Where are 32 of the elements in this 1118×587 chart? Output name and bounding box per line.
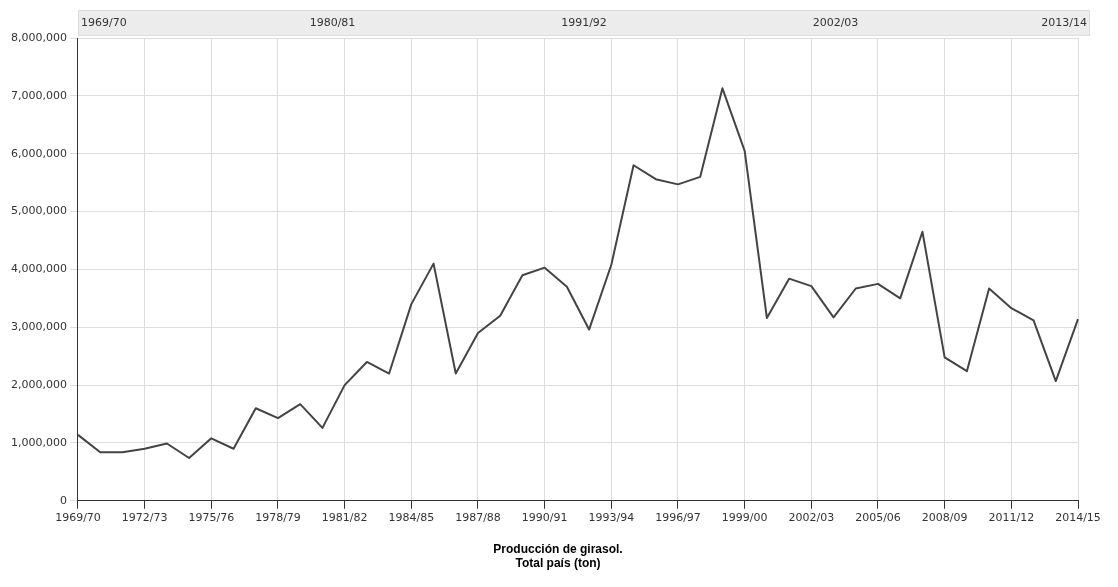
y-tick-label: 4,000,000 — [11, 262, 67, 276]
y-tick-label: 5,000,000 — [11, 204, 67, 218]
x-tick-label: 1987/88 — [455, 511, 501, 525]
text: 1980/81 — [309, 16, 356, 29]
y-tick-label: 2,000,000 — [11, 377, 67, 391]
text: 1991/92 — [561, 16, 607, 29]
x-tick-label: 1999/00 — [721, 511, 768, 525]
x-tick-label: 2005/06 — [855, 511, 901, 525]
x-tick-label: 1978/79 — [255, 511, 301, 525]
y-tick-label: 0 — [59, 493, 67, 507]
x-tick-label: 1996/97 — [655, 511, 701, 525]
text: Total país (ton) — [514, 556, 602, 570]
text: 2013/14 — [1041, 16, 1087, 29]
x-tick-label: 2008/09 — [921, 511, 968, 525]
x-tick-label: 2002/03 — [788, 511, 835, 525]
text: 1969/70 — [80, 16, 127, 29]
x-tick-label: 2014/15 — [1055, 511, 1101, 525]
y-tick-label: 3,000,000 — [11, 320, 67, 334]
y-tick-label: 7,000,000 — [11, 88, 67, 102]
x-tick-label: 1975/76 — [188, 511, 235, 525]
y-tick-label: 8,000,000 — [11, 30, 67, 44]
text: 2002/03 — [812, 16, 859, 29]
text: Producción de girasol. — [492, 542, 624, 556]
x-tick-label: 1972/73 — [121, 511, 168, 525]
x-tick-label: 1993/94 — [588, 511, 635, 525]
y-tick-label: 6,000,000 — [11, 146, 67, 160]
x-tick-label: 2011/12 — [988, 511, 1035, 525]
y-tick-label: 1,000,000 — [11, 435, 67, 449]
x-tick-label: 1969/70 — [55, 511, 101, 525]
x-tick-label: 1990/91 — [521, 511, 568, 525]
x-tick-label: 1981/82 — [321, 511, 368, 525]
x-tick-label: 1984/85 — [388, 511, 435, 525]
